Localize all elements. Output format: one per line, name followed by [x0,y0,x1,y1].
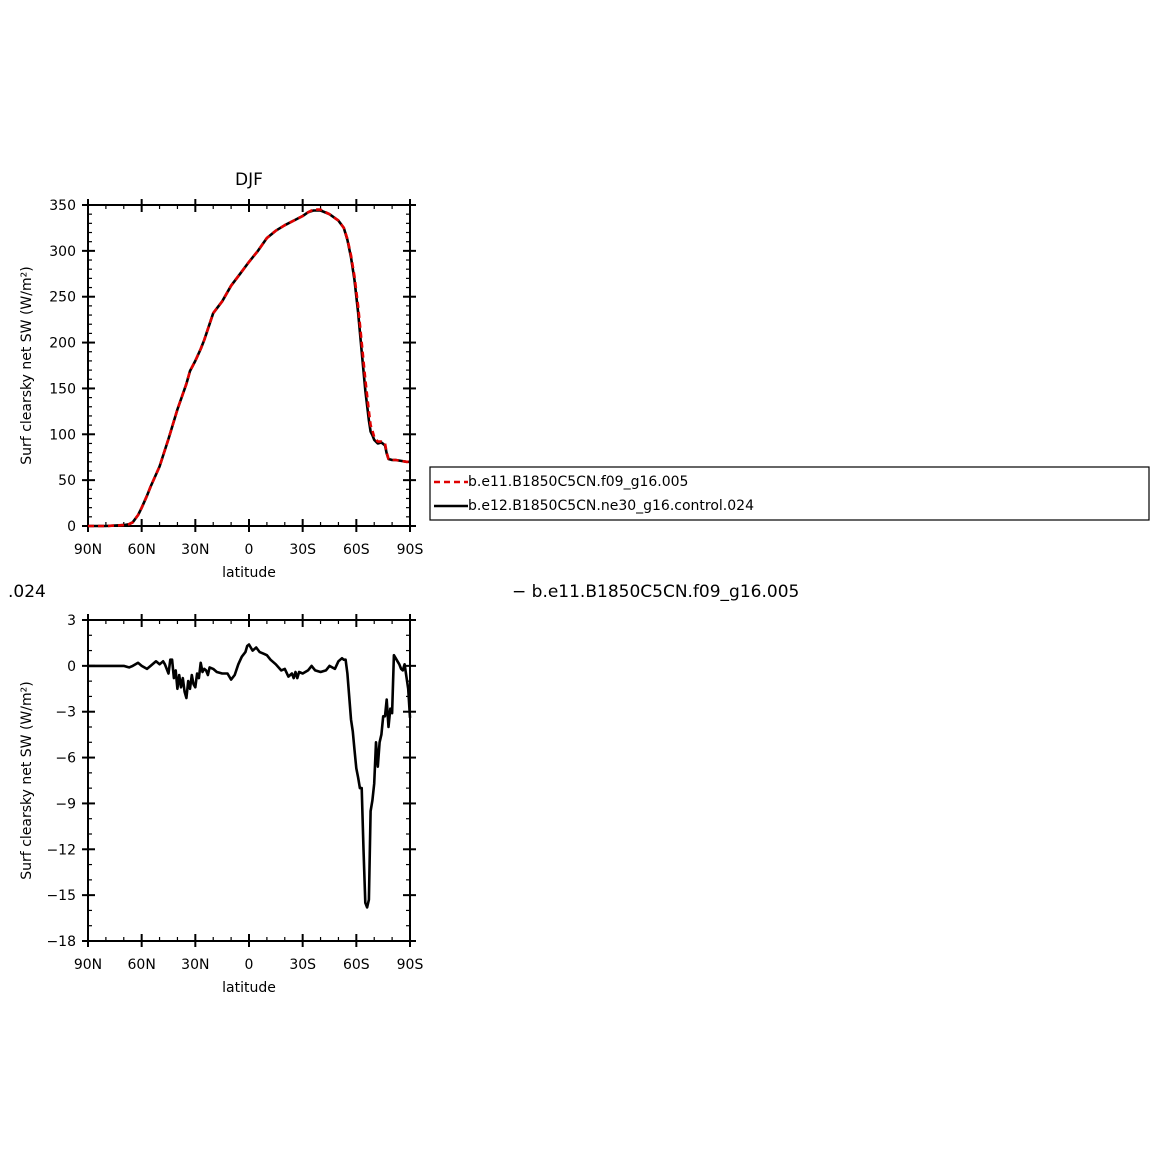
y-tick-label: 50 [58,473,76,489]
x-tick-label: 0 [245,542,254,558]
legend-label-ne30: b.e12.B1850C5CN.ne30_g16.control.024 [468,498,754,514]
x-tick-label: 60S [343,957,370,973]
y-tick-label: −15 [46,888,76,904]
y-tick-label: 300 [49,244,76,260]
plot-frame [87,619,411,942]
x-tick-label: 0 [245,957,254,973]
y-tick-label: 350 [49,198,76,214]
y-tick-label: 200 [49,336,76,352]
y-tick-label: −3 [55,705,76,721]
y-axis-label: Surf clearsky net SW (W/m²) [19,681,35,879]
y-tick-label: 0 [67,659,76,675]
series-line-0 [88,643,412,909]
y-tick-label: −18 [46,934,76,950]
x-tick-label: 90S [397,542,424,558]
y-axis-label: Surf clearsky net SW (W/m²) [19,266,35,464]
x-tick-label: 60N [128,542,156,558]
x-tick-label: 90N [74,542,102,558]
x-tick-label: 30S [289,957,316,973]
legend-box [429,466,1150,521]
x-tick-label: 90N [74,957,102,973]
djf-clearsky-panel: 90N 60N 30N 0 30S 60S 90S 0 50 100 150 200 250 300 350… [19,170,423,581]
x-tick-label: 30S [289,542,316,558]
stray-title-text: − b.e11.B1850C5CN.f09_g16.005 [512,582,799,602]
y-tick-label: 3 [67,613,76,629]
legend: b.e11.B1850C5CN.f09_g16.005 b.e12.B1850C… [429,466,1150,521]
y-tick-label: 0 [67,519,76,535]
legend-label-f09: b.e11.B1850C5CN.f09_g16.005 [468,474,688,490]
series-line-0 [88,208,410,528]
y-tick-label: −6 [55,751,76,767]
x-tick-label: 60N [128,957,156,973]
x-axis-label: latitude [222,565,276,581]
x-tick-label: 30N [181,542,209,558]
chart-title: DJF [235,170,263,190]
x-tick-label: 90S [397,957,424,973]
y-tick-label: 100 [49,427,76,443]
y-tick-label: 250 [49,290,76,306]
x-tick-label: 60S [343,542,370,558]
series-line-1 [88,209,410,528]
x-axis-label: latitude [222,980,276,996]
stray-title-fragment: .024 [8,582,46,602]
x-tick-label: 30N [181,957,209,973]
difference-panel: 90N 60N 30N 0 30S 60S 90S 3 0 −3 −6 −9 −12 −15 −18 lati… [19,613,423,996]
y-tick-label: −9 [55,796,76,812]
y-tick-label: 150 [49,381,76,397]
y-tick-label: −12 [46,842,76,858]
